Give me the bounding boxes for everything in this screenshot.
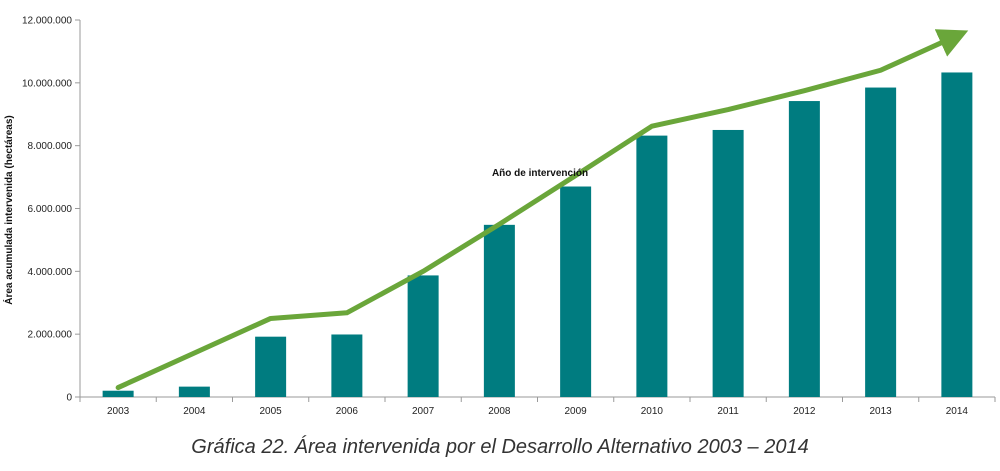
- bar: [865, 87, 897, 397]
- x-tick-label: 2005: [260, 406, 283, 417]
- bar: [560, 186, 592, 397]
- y-tick-label: 10.000.000: [22, 78, 72, 89]
- y-tick-label: 2.000.000: [28, 330, 73, 341]
- bar: [102, 390, 134, 397]
- x-tick-label: 2014: [946, 406, 969, 417]
- x-tick-label: 2012: [793, 406, 816, 417]
- y-axis: 0 2.000.000 4.000.000 6.000.000 8.000.000 10.…: [22, 16, 81, 404]
- bar: [178, 386, 210, 397]
- bar: [636, 135, 668, 397]
- bar: [788, 101, 820, 398]
- bar-chart: 0 2.000.000 4.000.000 6.000.000 8.000.000 10.…: [2, 16, 996, 417]
- bar: [483, 224, 515, 397]
- trend-arrow-line: [115, 29, 969, 391]
- bar: [941, 72, 973, 398]
- y-tick-label: 12.000.000: [22, 16, 72, 27]
- y-tick-label: 8.000.000: [28, 141, 73, 152]
- figure-caption: Gráfica 22. Área intervenida por el Desa…: [191, 436, 809, 458]
- x-tick-label: 2003: [107, 406, 130, 417]
- bar: [331, 334, 363, 397]
- x-tick-label: 2004: [183, 406, 206, 417]
- y-tick-label: 0: [66, 393, 72, 404]
- x-tick-label: 2013: [870, 406, 893, 417]
- x-tick-label: 2011: [717, 406, 739, 417]
- x-tick-label: 2007: [412, 406, 435, 417]
- x-tick-label: 2010: [641, 406, 664, 417]
- y-tick-label: 4.000.000: [28, 267, 73, 278]
- x-tick-label: 2006: [336, 406, 359, 417]
- y-tick-label: 6.000.000: [28, 204, 73, 215]
- x-tick-label: 2008: [488, 406, 511, 417]
- x-tick-label: 2009: [565, 406, 588, 417]
- y-axis-title: Área acumulada intervenida (hectáreas): [2, 115, 15, 305]
- trend-line-group: [115, 29, 969, 391]
- x-axis: 2003 2004 2005 2006 2007 2008 2009 2010 2011 2012…: [79, 396, 996, 417]
- bars: [102, 72, 973, 398]
- bar: [255, 336, 287, 397]
- x-axis-title: Año de intervención: [492, 168, 588, 179]
- bar: [712, 129, 744, 398]
- bar: [407, 275, 439, 397]
